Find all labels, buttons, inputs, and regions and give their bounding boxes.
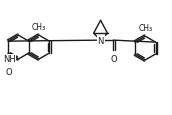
Text: O: O <box>5 67 12 76</box>
Text: N: N <box>97 36 104 45</box>
Text: CH₃: CH₃ <box>32 23 46 32</box>
Text: CH₃: CH₃ <box>138 24 152 33</box>
Text: NH: NH <box>3 55 15 64</box>
Text: O: O <box>111 55 117 63</box>
